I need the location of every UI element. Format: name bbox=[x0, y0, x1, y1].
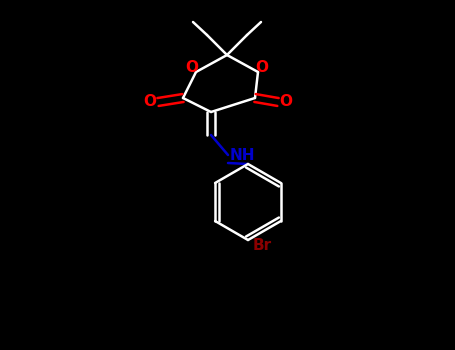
Text: Br: Br bbox=[253, 238, 272, 252]
Text: O: O bbox=[256, 61, 268, 76]
Text: O: O bbox=[186, 61, 198, 76]
Text: O: O bbox=[143, 94, 157, 110]
Text: NH: NH bbox=[230, 147, 256, 162]
Text: O: O bbox=[279, 94, 293, 110]
